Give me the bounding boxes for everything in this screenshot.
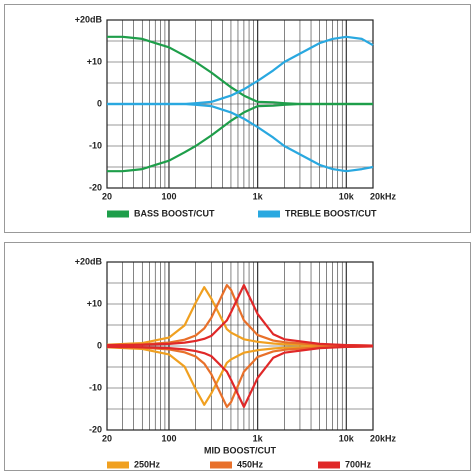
curve (107, 102, 374, 173)
panel-frame (4, 4, 471, 233)
x-tick-label: 20 (102, 191, 112, 201)
curve (106, 345, 374, 408)
legend-label: TREBLE BOOST/CUT (285, 208, 377, 218)
x-tick-label: 10k (339, 191, 355, 201)
y-tick-label: +10 (87, 56, 102, 66)
y-tick-label: +10 (87, 298, 102, 308)
legend-label: 700Hz (345, 459, 372, 469)
legend-swatch (210, 461, 232, 469)
y-tick-label: +20dB (75, 14, 103, 24)
legend-swatch (318, 461, 340, 469)
x-tick-label: 20kHz (370, 191, 397, 201)
panel-frame (4, 242, 471, 471)
curve (106, 284, 374, 347)
y-tick-label: 0 (97, 340, 102, 350)
legend-label: 450Hz (237, 459, 264, 469)
legend-swatch (258, 210, 280, 218)
x-tick-label: 100 (161, 191, 176, 201)
curve (106, 345, 373, 406)
x-tick-label: 20 (102, 433, 112, 443)
x-tick-label: 1k (253, 191, 264, 201)
chart-title: MID BOOST/CUT (204, 445, 276, 455)
curve (106, 286, 373, 347)
y-tick-label: -10 (89, 140, 102, 150)
x-tick-label: 1k (253, 433, 264, 443)
x-tick-label: 20kHz (370, 433, 397, 443)
x-tick-label: 10k (339, 433, 355, 443)
x-tick-label: 100 (161, 433, 176, 443)
y-tick-label: 0 (97, 98, 102, 108)
legend-swatch (107, 461, 129, 469)
curve (107, 102, 373, 173)
curve (107, 35, 373, 106)
legend-label: BASS BOOST/CUT (134, 208, 215, 218)
legend-swatch (107, 210, 129, 218)
legend-label: 250Hz (134, 459, 161, 469)
y-tick-label: -10 (89, 382, 102, 392)
y-tick-label: -20 (89, 424, 102, 434)
curve (106, 284, 374, 347)
y-tick-label: +20dB (75, 256, 103, 266)
curve (106, 345, 374, 408)
y-tick-label: -20 (89, 182, 102, 192)
